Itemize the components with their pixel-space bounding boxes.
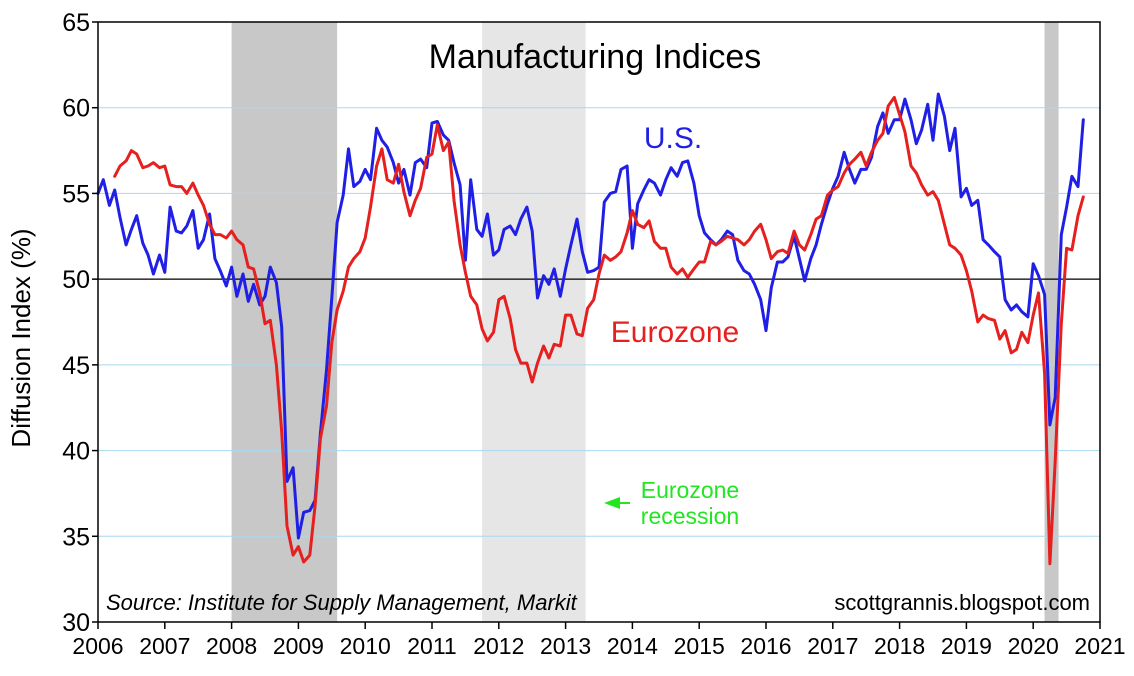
x-tick-label-2013: 2013 (540, 633, 591, 659)
x-tick-label-2017: 2017 (807, 633, 858, 659)
y-tick-label-35: 35 (62, 523, 90, 551)
y-tick-label-40: 40 (62, 438, 90, 466)
y-tick-label-55: 55 (62, 180, 90, 208)
x-tick-label-2007: 2007 (139, 633, 190, 659)
recession-legend-line-1: Eurozone (641, 477, 739, 503)
x-tick-label-2021: 2021 (1074, 633, 1125, 659)
recession-legend: Eurozone recession (604, 477, 739, 529)
plot-frame (97, 21, 1101, 623)
x-tick-label-2012: 2012 (473, 633, 524, 659)
source-note: Source: Institute for Supply Management,… (106, 590, 578, 615)
y-tick-label-65: 65 (62, 9, 90, 37)
recession-band-1 (482, 22, 586, 622)
grid-group (98, 107, 1100, 537)
left-arrow-icon (604, 497, 620, 509)
x-tick-label-2018: 2018 (874, 633, 925, 659)
x-tick-label-2019: 2019 (941, 633, 992, 659)
x-tick-label-2006: 2006 (72, 633, 123, 659)
x-tick-label-2008: 2008 (206, 633, 257, 659)
x-tick-label-2011: 2011 (407, 633, 456, 659)
x-tick-label-2016: 2016 (740, 633, 791, 659)
recession-band-0 (231, 22, 338, 622)
axes-group: 30 35 40 45 50 55 60 65 2006 2007 2008 2009 2010 2011… (62, 9, 1125, 659)
series-line-eurozone (113, 95, 1085, 566)
x-tick-label-2009: 2009 (273, 633, 324, 659)
x-tick-label-2010: 2010 (340, 633, 391, 659)
y-tick-label-30: 30 (62, 609, 90, 637)
y-tick-label-50: 50 (62, 266, 90, 294)
y-tick-label-45: 45 (62, 352, 90, 380)
x-tick-label-2015: 2015 (674, 633, 725, 659)
recession-legend-line-2: recession (641, 503, 739, 529)
y-axis-title: Diffusion Index (%) (6, 228, 36, 447)
x-tick-label-2014: 2014 (607, 633, 658, 659)
y-tick-label-60: 60 (62, 95, 90, 123)
series-group (96, 92, 1085, 566)
chart-title: Manufacturing Indices (429, 38, 762, 76)
series-label-eurozone: Eurozone (611, 316, 739, 349)
series-label-us: U.S. (644, 122, 702, 155)
credit-note: scottgrannis.blogspot.com (834, 590, 1090, 615)
x-tick-label-2020: 2020 (1008, 633, 1059, 659)
